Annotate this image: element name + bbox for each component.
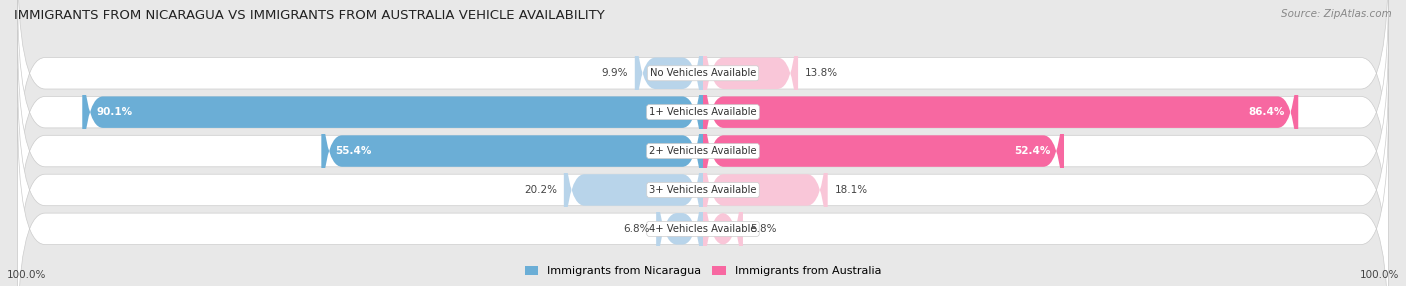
FancyBboxPatch shape (322, 64, 703, 238)
FancyBboxPatch shape (634, 0, 703, 160)
FancyBboxPatch shape (564, 103, 703, 277)
Text: 55.4%: 55.4% (335, 146, 371, 156)
Legend: Immigrants from Nicaragua, Immigrants from Australia: Immigrants from Nicaragua, Immigrants fr… (520, 261, 886, 281)
FancyBboxPatch shape (17, 108, 1389, 286)
FancyBboxPatch shape (703, 142, 742, 286)
FancyBboxPatch shape (17, 0, 1389, 233)
FancyBboxPatch shape (703, 25, 1298, 199)
Text: 13.8%: 13.8% (806, 68, 838, 78)
FancyBboxPatch shape (17, 69, 1389, 286)
FancyBboxPatch shape (703, 0, 799, 160)
FancyBboxPatch shape (17, 0, 1389, 194)
Text: 5.8%: 5.8% (749, 224, 776, 234)
Text: 100.0%: 100.0% (1360, 270, 1399, 280)
Text: No Vehicles Available: No Vehicles Available (650, 68, 756, 78)
FancyBboxPatch shape (703, 103, 828, 277)
Text: 6.8%: 6.8% (623, 224, 650, 234)
Text: 3+ Vehicles Available: 3+ Vehicles Available (650, 185, 756, 195)
Text: 18.1%: 18.1% (835, 185, 868, 195)
Text: 52.4%: 52.4% (1014, 146, 1050, 156)
Text: 86.4%: 86.4% (1249, 107, 1285, 117)
Text: IMMIGRANTS FROM NICARAGUA VS IMMIGRANTS FROM AUSTRALIA VEHICLE AVAILABILITY: IMMIGRANTS FROM NICARAGUA VS IMMIGRANTS … (14, 9, 605, 21)
Text: 9.9%: 9.9% (602, 68, 628, 78)
Text: Source: ZipAtlas.com: Source: ZipAtlas.com (1281, 9, 1392, 19)
FancyBboxPatch shape (83, 25, 703, 199)
Text: 20.2%: 20.2% (524, 185, 557, 195)
FancyBboxPatch shape (657, 142, 703, 286)
Text: 90.1%: 90.1% (96, 107, 132, 117)
Text: 2+ Vehicles Available: 2+ Vehicles Available (650, 146, 756, 156)
Text: 100.0%: 100.0% (7, 270, 46, 280)
FancyBboxPatch shape (703, 64, 1064, 238)
Text: 4+ Vehicles Available: 4+ Vehicles Available (650, 224, 756, 234)
FancyBboxPatch shape (17, 30, 1389, 272)
Text: 1+ Vehicles Available: 1+ Vehicles Available (650, 107, 756, 117)
